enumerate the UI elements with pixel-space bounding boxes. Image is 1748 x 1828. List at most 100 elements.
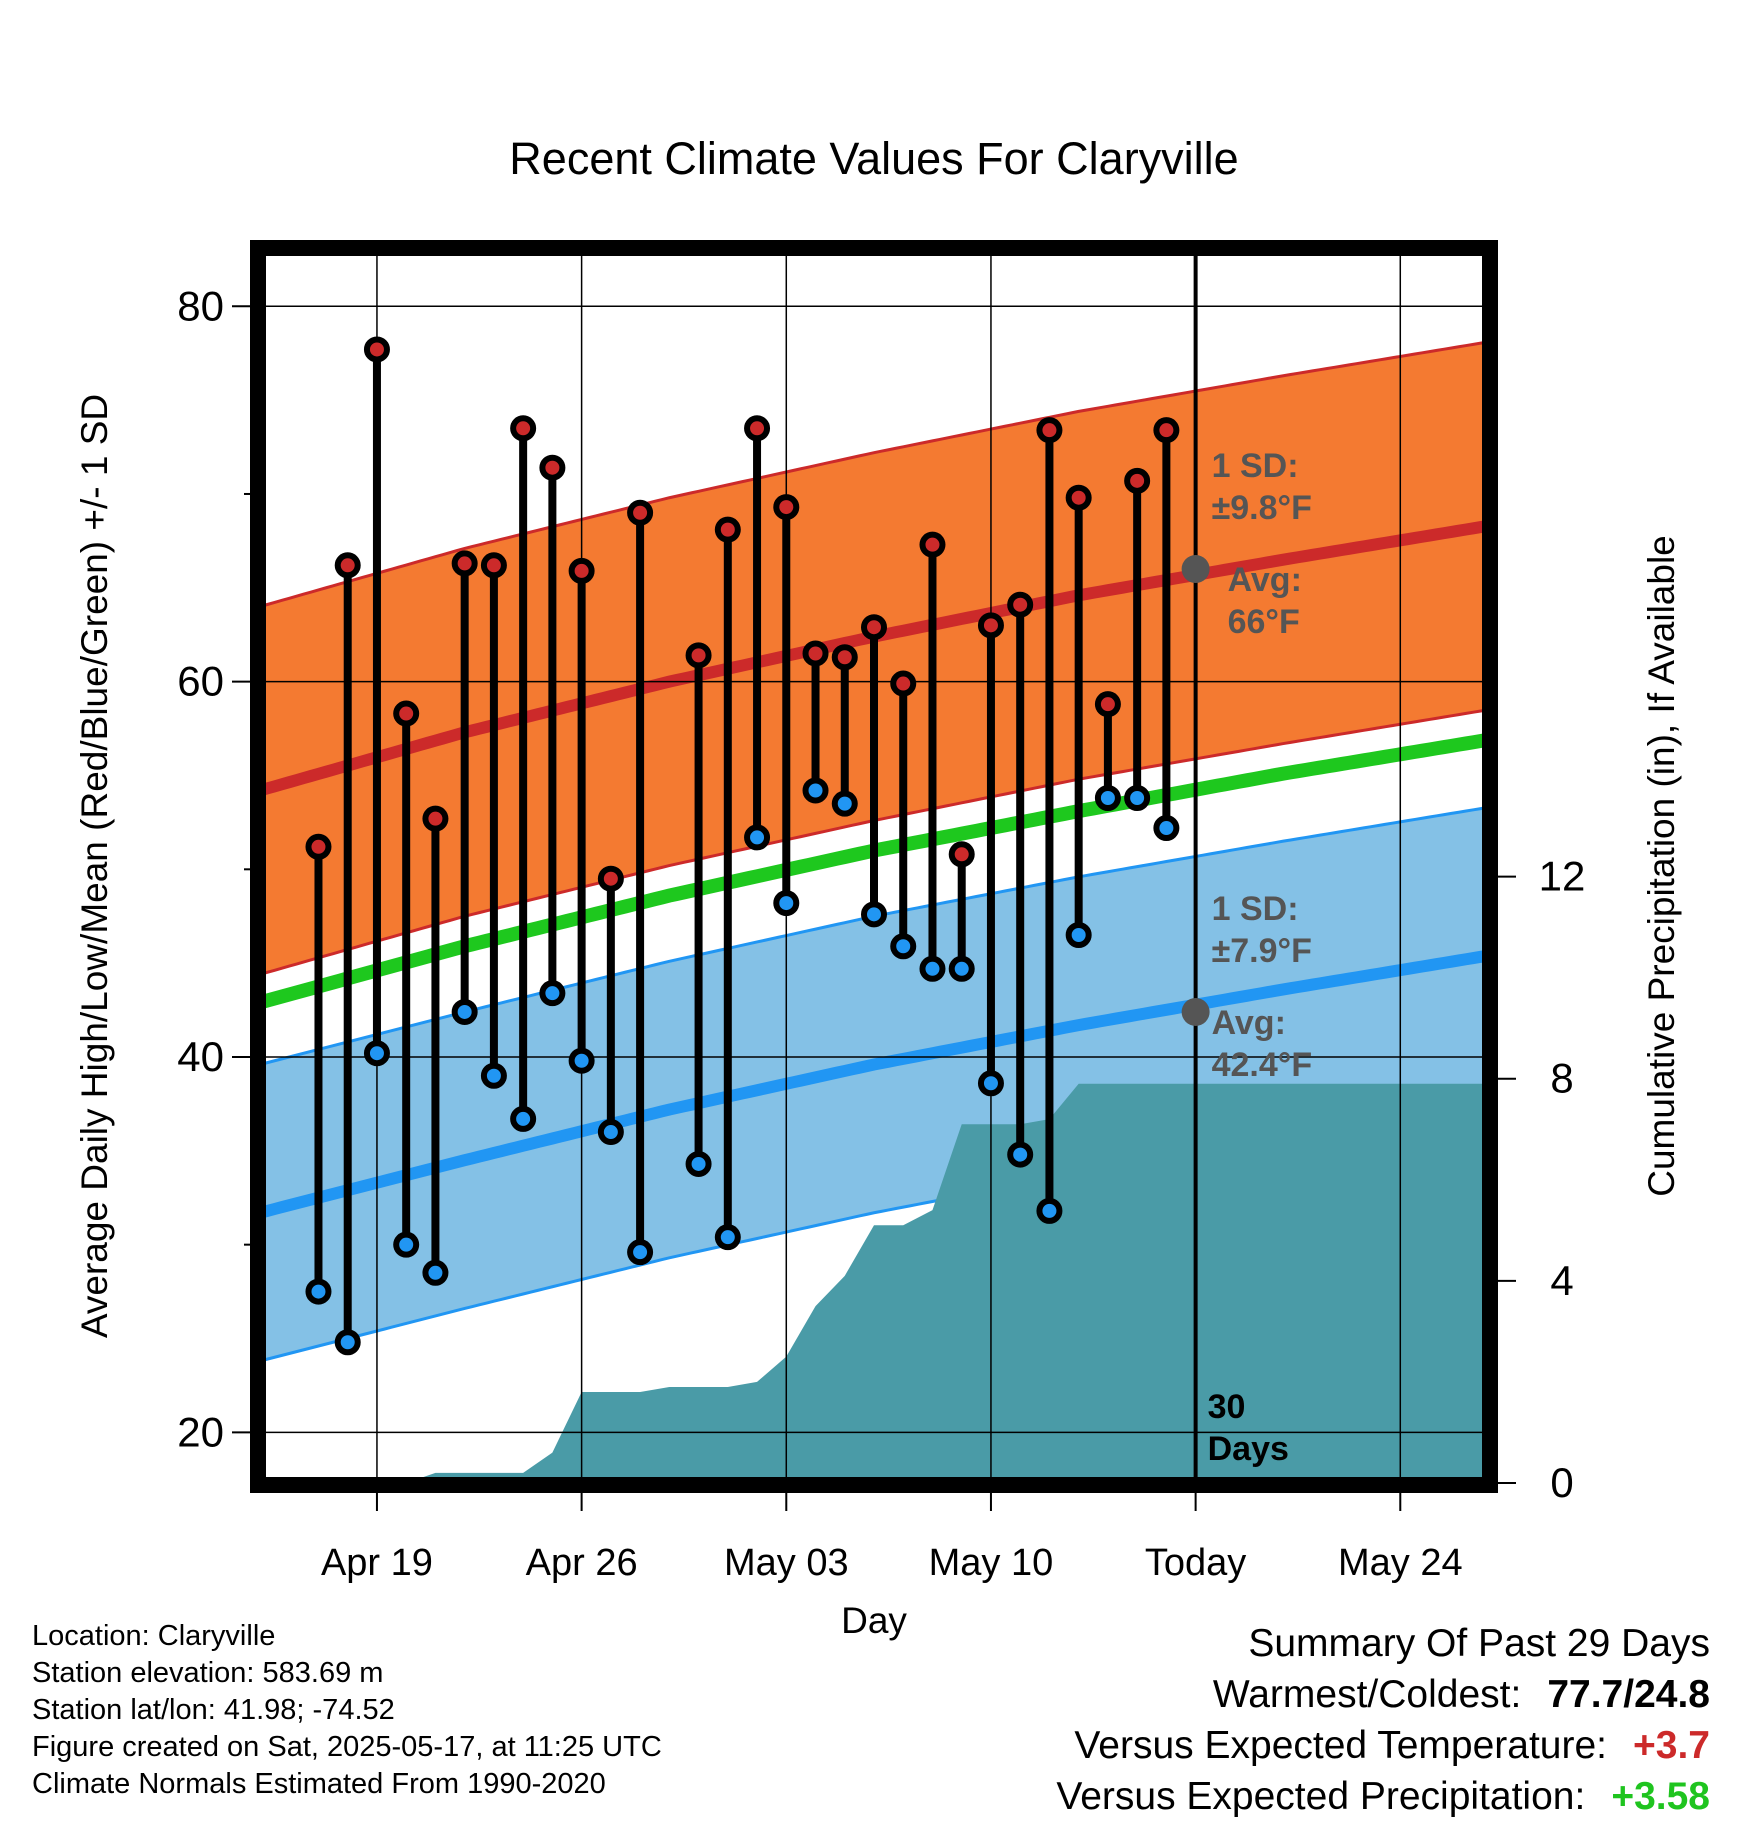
temperature-departure-label: Versus Expected Temperature: [1074, 1724, 1607, 1767]
y2-tick-label: 12 [1539, 853, 1586, 900]
precipitation-departure-value: +3.58 [1611, 1775, 1710, 1818]
high-point [773, 494, 800, 521]
low-point [539, 980, 566, 1007]
high-point [685, 642, 712, 669]
station-info: Location: Claryville Station elevation: … [32, 1618, 662, 1803]
high-point [890, 670, 917, 697]
low-point [627, 1239, 654, 1266]
precipitation-area [289, 1083, 1488, 1483]
low-point [1094, 785, 1121, 811]
low-point [422, 1259, 449, 1286]
x-tick-label: Apr 26 [526, 1542, 638, 1584]
y2-tick-label: 4 [1550, 1257, 1573, 1304]
x-tick-label: May 24 [1338, 1542, 1463, 1584]
high-point [831, 644, 858, 671]
high-point [539, 454, 566, 481]
low-point [1036, 1197, 1063, 1224]
high-point [597, 865, 624, 892]
x-tick-label: Today [1145, 1542, 1246, 1584]
high-point [1153, 417, 1180, 444]
chart-title: Recent Climate Values For Claryville [509, 133, 1238, 184]
high-point [627, 499, 654, 526]
high-point [714, 516, 741, 543]
y-axis-label: Average Daily High/Low/Mean (Red/Blue/Gr… [74, 394, 115, 1338]
low-point [977, 1070, 1004, 1097]
high-point [510, 415, 537, 442]
high-point [1065, 484, 1092, 511]
low-point [363, 1040, 390, 1067]
y-tick-label: 60 [177, 658, 224, 705]
high-point [1036, 417, 1063, 444]
x-axis-label: Day [841, 1600, 907, 1641]
high-point [802, 640, 829, 667]
y2-axis-label: Cumulative Precipitation (in), If Availa… [1641, 535, 1682, 1197]
low-avg-annotation: Avg: 42.4°F [1212, 1004, 1313, 1084]
precipitation-departure-label: Versus Expected Precipitation: [1056, 1775, 1586, 1818]
low-point [597, 1119, 624, 1146]
low-point [305, 1278, 332, 1305]
low-point [714, 1224, 741, 1251]
high-point [363, 336, 390, 363]
high-point [744, 415, 771, 442]
low-point [744, 824, 771, 851]
x-tick-label: May 03 [724, 1542, 849, 1584]
y-tick-label: 80 [177, 282, 224, 329]
warmest-coldest-label: Warmest/Coldest: [1212, 1673, 1522, 1716]
warmest-coldest-value: 77.7/24.8 [1547, 1673, 1710, 1716]
created-text: Figure created on Sat, 2025-05-17, at 11… [32, 1731, 662, 1763]
low-point [1153, 815, 1180, 842]
low-point [831, 790, 858, 817]
low-point [510, 1105, 537, 1132]
temperature-departure-value: +3.7 [1633, 1724, 1710, 1767]
low-point [890, 933, 917, 960]
y-tick-label: 40 [177, 1033, 224, 1080]
high-point [305, 833, 332, 860]
high-point [919, 531, 946, 558]
window-annotation: 30 Days [1208, 1388, 1289, 1468]
high-point [1007, 591, 1034, 618]
low-point [1007, 1141, 1034, 1168]
normals-text: Climate Normals Estimated From 1990-2020 [32, 1768, 606, 1800]
high-point [451, 550, 478, 577]
low-point [773, 890, 800, 917]
x-tick-label: Apr 19 [321, 1542, 433, 1584]
high-point [948, 841, 975, 868]
temperature-departure-row: Versus Expected Temperature: +3.7 [1056, 1720, 1710, 1771]
high-sd-upper-edge [260, 340, 1488, 609]
high-point [480, 552, 507, 579]
y2-tick-label: 0 [1550, 1459, 1573, 1506]
elevation-text: Station elevation: 583.69 m [32, 1657, 384, 1689]
low-point [802, 777, 829, 804]
y2-tick-label: 8 [1550, 1055, 1573, 1102]
low-point [685, 1150, 712, 1177]
high-point [1124, 467, 1151, 494]
warmest-coldest-row: Warmest/Coldest: 77.7/24.8 [1056, 1669, 1710, 1720]
low-avg-marker [1181, 997, 1210, 1026]
low-point [334, 1329, 361, 1356]
plot-frame [250, 240, 1498, 1493]
x-tick-label: May 10 [929, 1542, 1054, 1584]
low-point [1124, 785, 1151, 811]
high-point [393, 700, 420, 727]
high-avg-annotation: Avg: 66°F [1228, 561, 1302, 641]
precipitation-departure-row: Versus Expected Precipitation: +3.58 [1056, 1771, 1710, 1822]
summary-title: Summary Of Past 29 Days [1248, 1622, 1710, 1665]
plot-area: 1 SD: ±9.8°F Avg: 66°F 1 SD: ±7.9°F Avg: 42.4°F… [177, 240, 1586, 1584]
low-point [393, 1231, 420, 1258]
low-point [568, 1047, 595, 1074]
low-point [948, 955, 975, 982]
high-sd-annotation: 1 SD: ±9.8°F [1212, 447, 1312, 527]
high-point [568, 557, 595, 584]
low-point [1065, 922, 1092, 948]
high-avg-marker [1181, 555, 1210, 584]
low-point [919, 955, 946, 982]
summary-panel: Summary Of Past 29 Days Warmest/Coldest:… [1056, 1618, 1710, 1822]
high-point [422, 805, 449, 832]
high-point [977, 612, 1004, 639]
plot-content [260, 250, 1488, 1483]
low-point [861, 901, 887, 928]
low-sd-annotation: 1 SD: ±7.9°F [1212, 890, 1312, 970]
high-point [334, 552, 361, 579]
low-sd-band [260, 807, 1488, 1362]
